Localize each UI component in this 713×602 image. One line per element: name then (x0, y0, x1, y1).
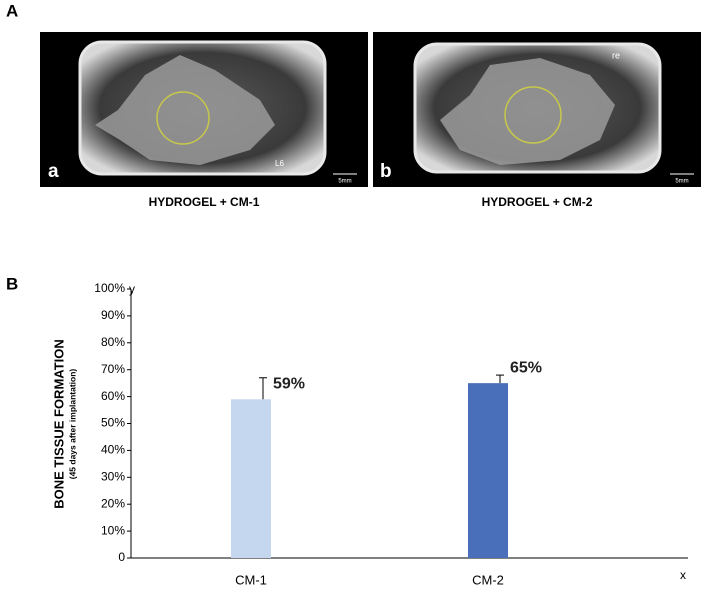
value-label: 59% (273, 376, 305, 393)
y-tick-label: 20% (101, 496, 125, 510)
xray-image (373, 32, 701, 187)
scale-label: 5mm (338, 179, 351, 185)
y-tick-label: 60% (101, 389, 125, 403)
y-tick-label: 50% (101, 416, 125, 430)
y-axis-title: BONE TISSUE FORMATION (51, 339, 66, 508)
axis-letter: y (129, 282, 135, 296)
y-axis-note: (45 days after implantation) (67, 369, 77, 480)
image-marker: re (612, 50, 620, 60)
image-caption: HYDROGEL + CM-2 (482, 195, 593, 209)
y-tick-label: 0 (118, 550, 125, 564)
x-tick-label: CM-2 (472, 572, 504, 587)
image-caption: HYDROGEL + CM-1 (149, 195, 260, 209)
y-tick-label: 90% (101, 308, 125, 322)
y-tick-label: 80% (101, 335, 125, 349)
image-label: a (48, 161, 59, 182)
value-label: 65% (510, 359, 542, 376)
y-tick-label: 40% (101, 443, 125, 457)
y-tick-label: 30% (101, 469, 125, 483)
x-tick-label: CM-1 (235, 572, 267, 587)
y-tick-label: 100% (94, 281, 125, 295)
axis-letter: x (680, 568, 686, 582)
xray-image (40, 32, 368, 187)
image-label: b (380, 161, 392, 182)
bar (468, 383, 508, 558)
y-tick-label: 10% (101, 523, 125, 537)
y-tick-label: 70% (101, 362, 125, 376)
scale-label: 5mm (675, 179, 688, 185)
bar (231, 399, 271, 558)
panel-label: B (6, 274, 18, 293)
panel-label: A (6, 1, 18, 20)
image-marker: L6 (275, 159, 284, 168)
